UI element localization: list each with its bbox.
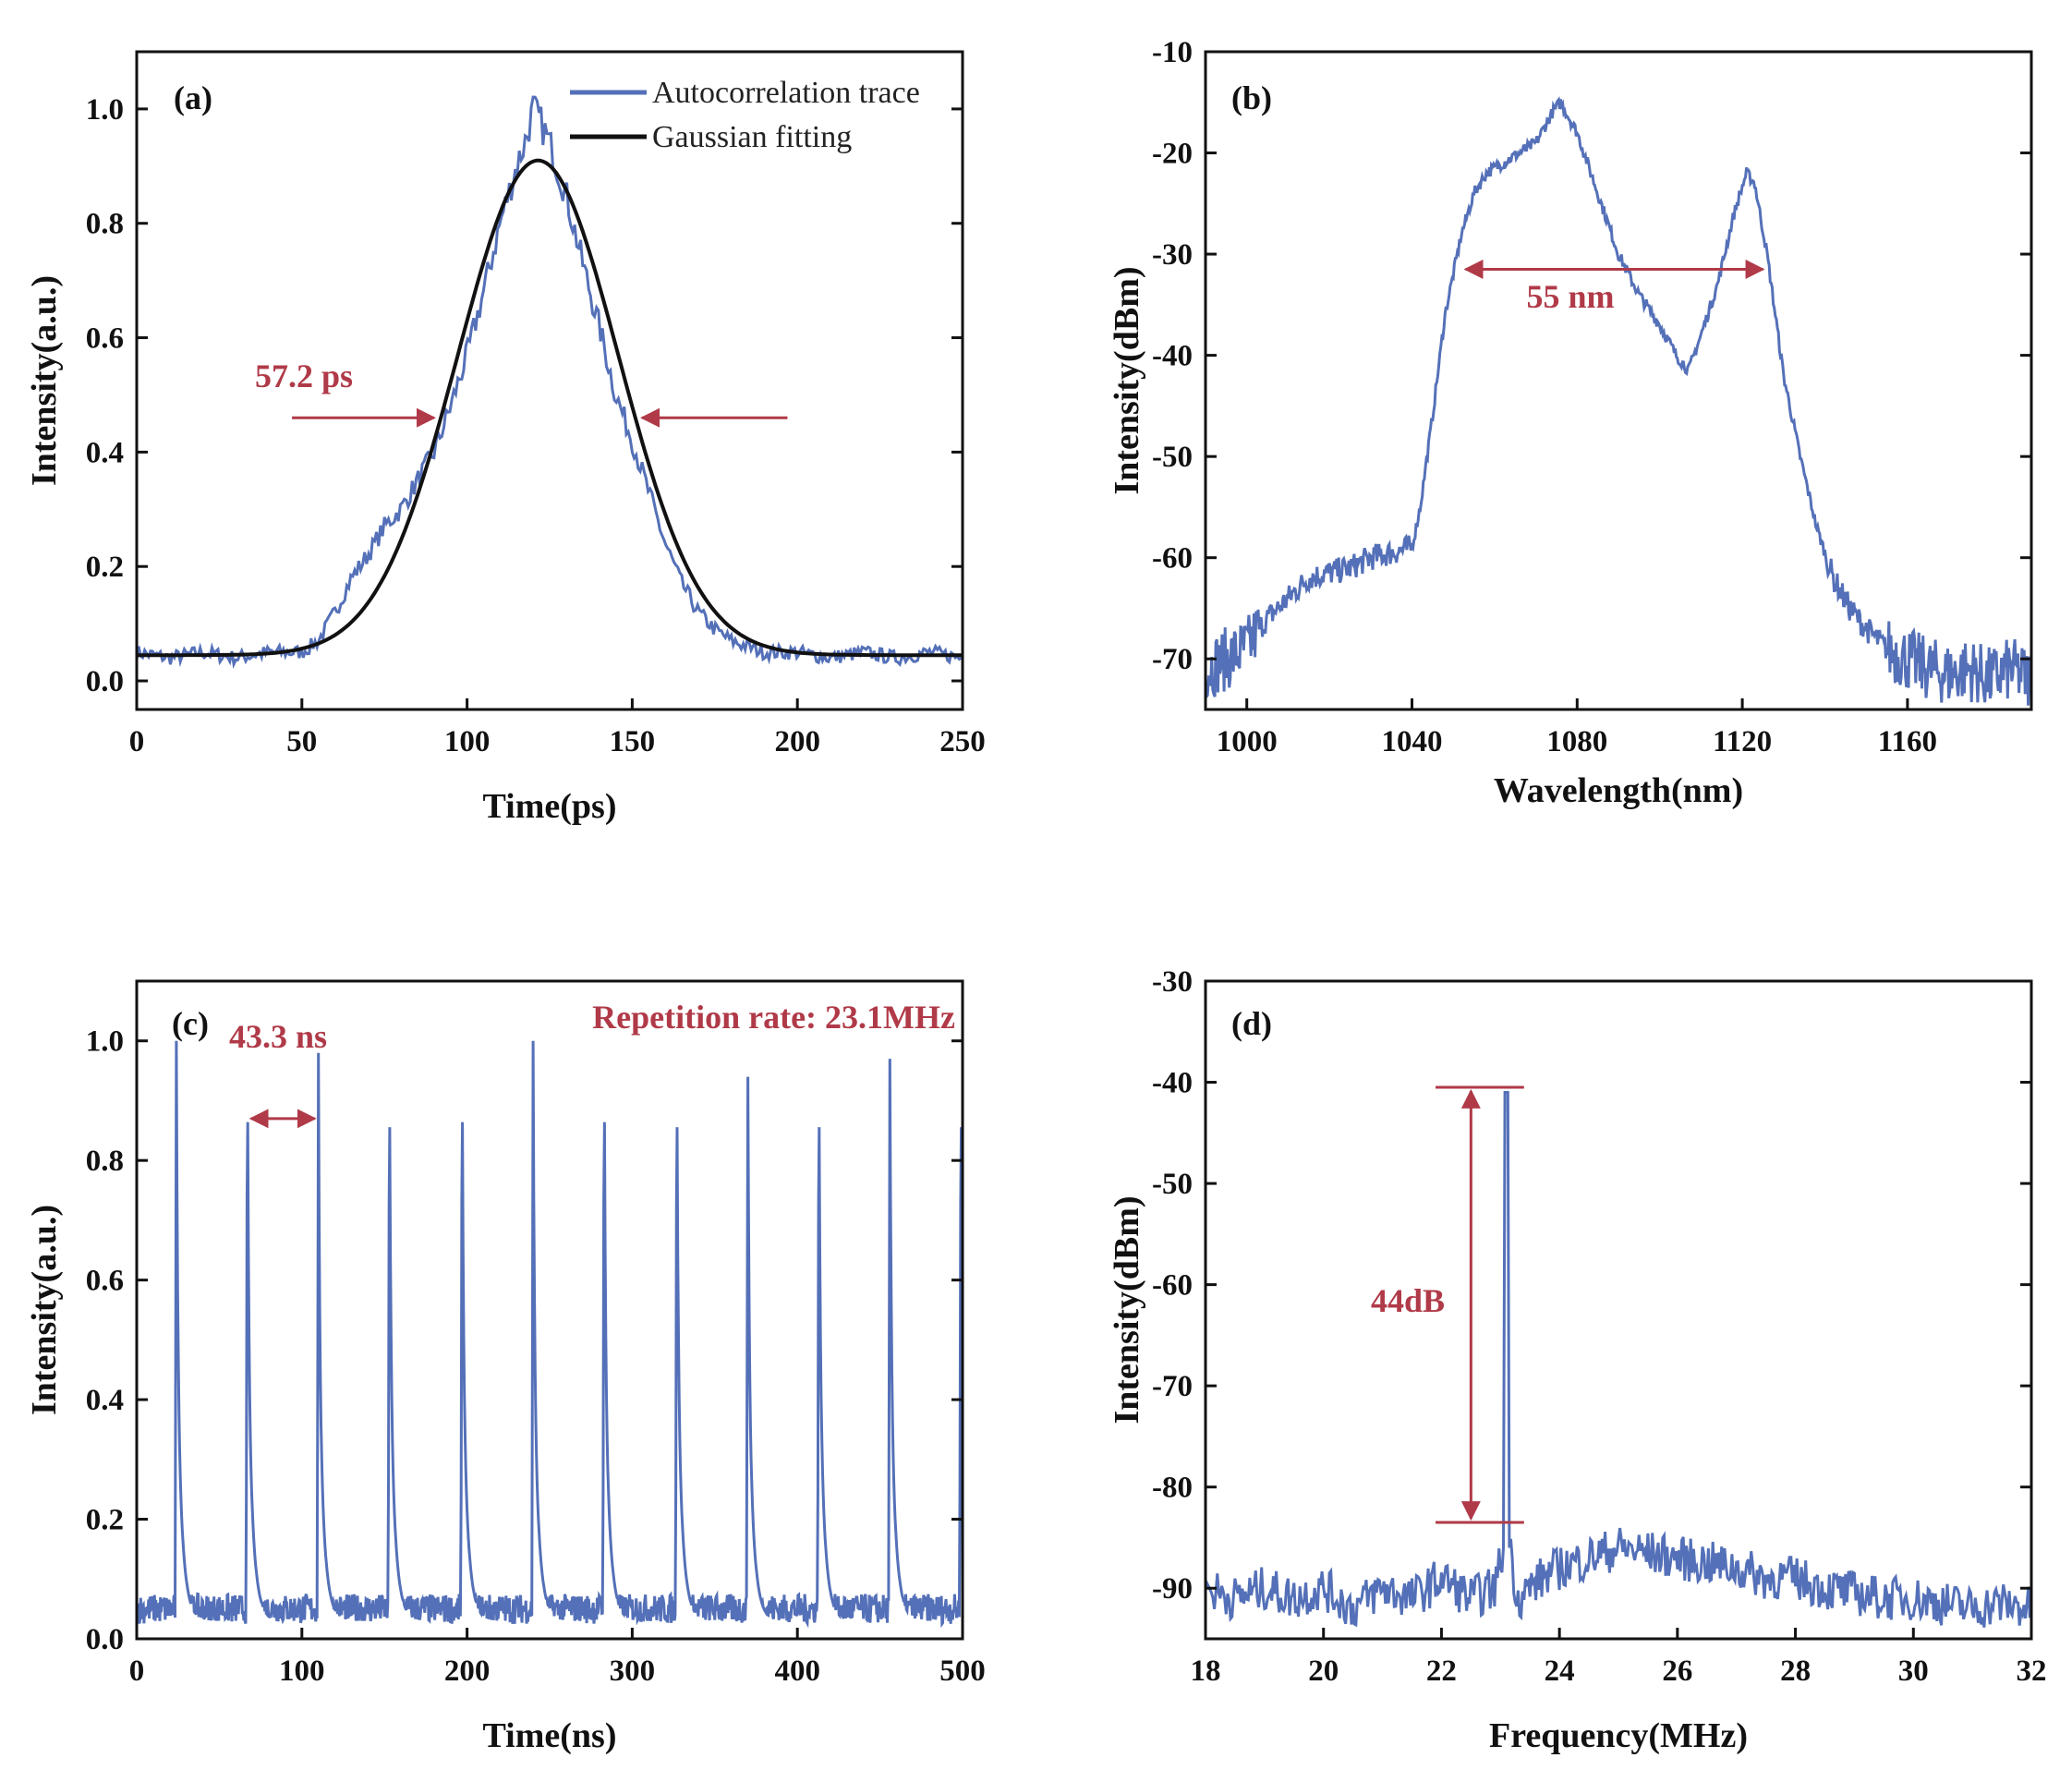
panel-d-frame	[1204, 979, 2033, 1641]
x-tick-label: 1160	[1878, 725, 1937, 758]
annotation-repetition-rate: Repetition rate: 23.1MHz	[592, 999, 955, 1036]
y-tick-label: -70	[1152, 643, 1193, 676]
y-tick-label: 0.2	[86, 1504, 124, 1537]
y-tick-label: -90	[1152, 1572, 1193, 1606]
panel-a-ticks: 0 50 100 150 200 250 0.0 0.2 0.4 0.6 0.8 1.0	[86, 93, 986, 758]
panel-c-ylabel: Intensity(a.u.)	[25, 1205, 64, 1415]
panel-a-xlabel: Time(ps)	[483, 787, 617, 826]
x-tick-label: 200	[774, 725, 820, 758]
y-tick-label: 0.6	[86, 322, 124, 356]
x-tick-label: 1080	[1546, 725, 1607, 758]
panel-b-plot	[1206, 96, 2031, 706]
panel-c-xlabel: Time(ns)	[483, 1716, 617, 1755]
panel-d-tag: (d)	[1231, 1005, 1272, 1042]
x-tick-label: 32	[2017, 1655, 2047, 1688]
x-tick-label: 24	[1545, 1655, 1575, 1688]
series-rf-spectrum	[1206, 1091, 2031, 1628]
panel-a-plot	[137, 95, 963, 670]
y-tick-label: -40	[1152, 340, 1193, 373]
x-tick-label: 0	[129, 1655, 145, 1688]
y-tick-label: 0.8	[86, 1145, 124, 1178]
annotation-43-3ns: 43.3 ns	[229, 1018, 327, 1055]
annotation-55nm: 55 nm	[1526, 278, 1614, 315]
panel-a: (a) Autocorrelation trace Gaussian fitti…	[25, 50, 986, 826]
annotation-57-2ps: 57.2 ps	[255, 358, 353, 394]
x-tick-label: 18	[1191, 1655, 1221, 1688]
panel-c: (c) 43.3 ns Repetition rate: 23.1MHz 0 10…	[25, 979, 986, 1755]
x-tick-label: 1000	[1217, 725, 1278, 758]
panel-b-xlabel: Wavelength(nm)	[1494, 771, 1743, 810]
y-tick-label: -30	[1152, 965, 1193, 999]
y-tick-label: -30	[1152, 238, 1193, 272]
panel-b-ylabel: Intensity(dBm)	[1108, 266, 1146, 494]
panel-d-ticks: 18 20 22 24 26 28 30 32 -90 -80 -70 -60 -50 -40 -30	[1152, 965, 2047, 1688]
x-tick-label: 22	[1426, 1655, 1457, 1688]
panel-c-frame	[135, 979, 964, 1641]
x-tick-label: 200	[444, 1655, 491, 1688]
x-tick-label: 300	[610, 1655, 656, 1688]
x-tick-label: 1040	[1382, 725, 1443, 758]
y-tick-label: -40	[1152, 1067, 1193, 1100]
y-tick-label: -20	[1152, 138, 1193, 171]
y-tick-label: 0.8	[86, 208, 124, 241]
y-tick-label: 0.4	[86, 1384, 124, 1417]
x-tick-label: 0	[129, 725, 145, 758]
y-tick-label: -10	[1152, 36, 1193, 69]
panel-d-ylabel: Intensity(dBm)	[1108, 1195, 1146, 1424]
series-pulse-train	[137, 1040, 963, 1629]
x-tick-label: 400	[774, 1655, 820, 1688]
legend-label-gaussian: Gaussian fitting	[652, 120, 852, 154]
panel-b: (b) 55 nm 1000 1040 1080 1120 1160 -70 -60 -50 -…	[1108, 36, 2033, 810]
x-tick-label: 28	[1780, 1655, 1811, 1688]
panel-b-frame	[1204, 50, 2033, 711]
panel-a-frame	[135, 50, 964, 711]
x-tick-label: 250	[939, 725, 986, 758]
y-tick-label: 0.4	[86, 436, 124, 469]
y-tick-label: -70	[1152, 1370, 1193, 1403]
y-tick-label: -50	[1152, 441, 1193, 474]
panel-d-xlabel: Frequency(MHz)	[1489, 1716, 1748, 1755]
x-tick-label: 30	[1898, 1655, 1929, 1688]
legend-label-autocorrelation: Autocorrelation trace	[652, 76, 920, 110]
y-tick-label: 0.0	[86, 1623, 124, 1656]
x-tick-label: 26	[1662, 1655, 1692, 1688]
y-tick-label: -80	[1152, 1472, 1193, 1505]
y-tick-label: 0.0	[86, 665, 124, 698]
y-tick-label: 0.2	[86, 551, 124, 584]
panel-d-plot	[1206, 1085, 2031, 1628]
x-tick-label: 500	[939, 1655, 986, 1688]
x-tick-label: 1120	[1713, 725, 1772, 758]
panel-d: (d) 44dB 18 20 22 24 26 28 30 32 -90 -80 -70 -60 -50…	[1108, 965, 2047, 1755]
y-tick-label: -50	[1152, 1168, 1193, 1201]
panel-a-tag: (a)	[174, 79, 212, 116]
y-tick-label: -60	[1152, 542, 1193, 576]
series-optical-spectrum	[1206, 96, 2031, 706]
x-tick-label: 100	[279, 1655, 325, 1688]
panel-c-tag: (c)	[172, 1005, 209, 1042]
annotation-44db: 44dB	[1371, 1282, 1445, 1319]
panel-b-tag: (b)	[1231, 79, 1272, 116]
x-tick-label: 20	[1308, 1655, 1339, 1688]
x-tick-label: 50	[286, 725, 317, 758]
panel-a-ylabel: Intensity(a.u.)	[25, 275, 64, 486]
panel-a-legend: Autocorrelation trace Gaussian fitting	[570, 76, 920, 154]
series-gaussian-fitting	[137, 158, 963, 658]
y-tick-label: 1.0	[86, 1025, 124, 1059]
y-tick-label: -60	[1152, 1269, 1193, 1303]
panel-c-plot	[137, 1040, 963, 1629]
y-tick-label: 0.6	[86, 1265, 124, 1298]
y-tick-label: 1.0	[86, 93, 124, 127]
panel-c-ticks: 0 100 200 300 400 500 0.0 0.2 0.4 0.6 0.8 1.0	[86, 1025, 986, 1688]
x-tick-label: 150	[610, 725, 656, 758]
x-tick-label: 100	[444, 725, 491, 758]
panel-b-ticks: 1000 1040 1080 1120 1160 -70 -60 -50 -40 -30 -20 -1…	[1152, 36, 2031, 758]
